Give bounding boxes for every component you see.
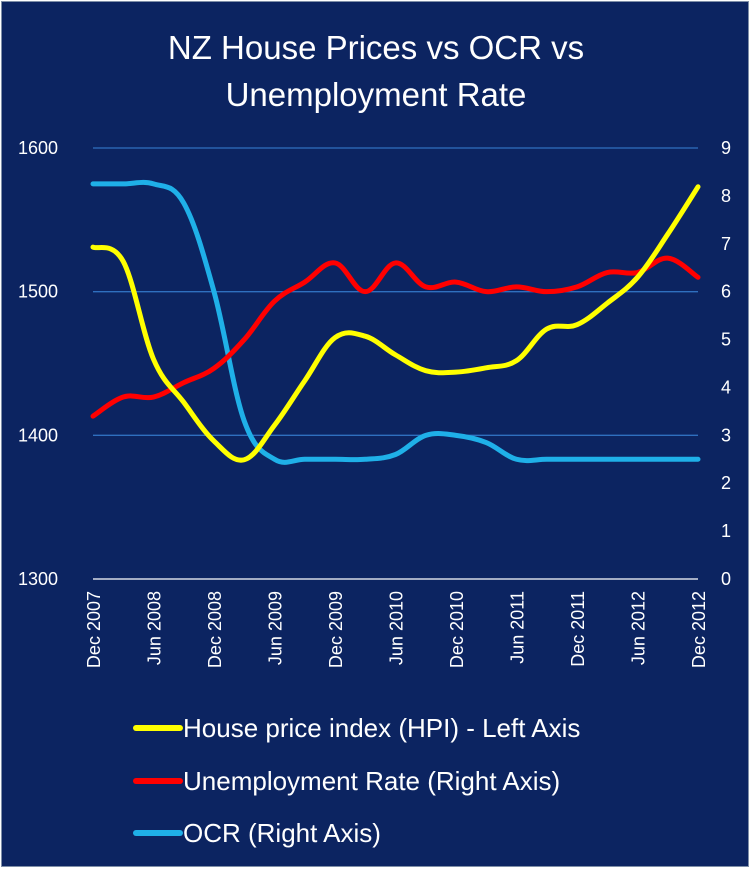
right-tick-1: 1 (721, 521, 731, 541)
right-tick-4: 4 (721, 377, 731, 397)
x-tick-label: Jun 2012 (629, 591, 649, 665)
legend-label-hpi: House price index (HPI) - Left Axis (183, 713, 580, 743)
x-tick-label: Dec 2010 (447, 591, 467, 668)
chart-title-line-1: NZ House Prices vs OCR vs (168, 29, 584, 66)
right-tick-0: 0 (721, 569, 731, 589)
right-tick-8: 8 (721, 186, 731, 206)
x-tick-label: Dec 2008 (205, 591, 225, 668)
x-tick-label: Dec 2012 (689, 591, 709, 668)
left-tick-1500: 1500 (18, 282, 58, 302)
x-tick-label: Jun 2011 (508, 591, 528, 664)
right-tick-5: 5 (721, 330, 731, 350)
right-tick-3: 3 (721, 425, 731, 445)
x-axis-ticks: Dec 2007 Jun 2008 Dec 2008 Jun 2009 Dec 2009… (84, 591, 709, 668)
left-tick-1400: 1400 (18, 425, 58, 445)
legend-label-ocr: OCR (Right Axis) (183, 818, 381, 848)
right-axis-ticks: 0 1 2 3 4 5 6 7 8 9 (721, 138, 731, 589)
x-tick-label: Jun 2010 (387, 591, 407, 665)
x-tick-label: Jun 2008 (145, 591, 165, 665)
series-line-unemployment (90, 255, 701, 419)
left-tick-1300: 1300 (18, 569, 58, 589)
left-axis-ticks: 1300 1400 1500 1600 (18, 138, 58, 589)
x-tick-label: Dec 2009 (326, 591, 346, 668)
legend-label-unemployment: Unemployment Rate (Right Axis) (183, 766, 560, 796)
series-line-ocr (90, 179, 701, 465)
right-tick-7: 7 (721, 234, 731, 254)
right-tick-9: 9 (721, 138, 731, 158)
left-tick-1600: 1600 (18, 138, 58, 158)
series-line-hpi (90, 184, 701, 463)
x-tick-label: Jun 2009 (266, 591, 286, 665)
legend: House price index (HPI) - Left Axis Unemp… (133, 713, 580, 848)
chart-title-line-2: Unemployment Rate (226, 76, 527, 113)
x-tick-label: Dec 2007 (84, 591, 104, 668)
x-tick-label: Dec 2011 (568, 591, 588, 667)
right-tick-2: 2 (721, 473, 731, 493)
grid-layer (93, 147, 698, 580)
series-layer (90, 179, 701, 465)
right-tick-6: 6 (721, 282, 731, 302)
